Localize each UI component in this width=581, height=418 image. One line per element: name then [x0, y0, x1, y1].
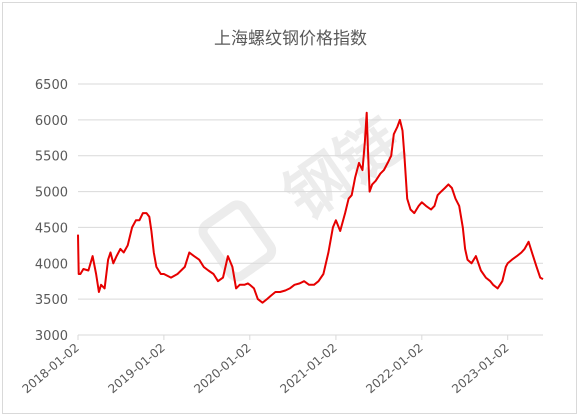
chart-frame: [2, 2, 577, 414]
x-tick-label: 2021-01-02: [277, 341, 339, 397]
y-tick-label: 4000: [35, 257, 68, 272]
y-tick-label: 6500: [35, 78, 68, 93]
y-tick-label: 4500: [35, 221, 68, 236]
x-tick-label: 2023-01-02: [449, 341, 511, 397]
y-tick-label: 5500: [35, 150, 68, 165]
y-tick-label: 3000: [35, 329, 68, 344]
x-tick-label: 2020-01-02: [191, 341, 253, 397]
steel-chain-logo-watermark: 钢链: [198, 103, 415, 282]
y-tick-label: 5000: [35, 186, 68, 201]
series-line: [77, 111, 544, 304]
y-tick-label: 3500: [35, 293, 68, 308]
x-tick-label: 2018-01-02: [19, 341, 81, 397]
watermark-text: 钢链: [271, 103, 414, 234]
chart-title: 上海螺纹钢价格指数: [214, 29, 367, 49]
x-tick-label: 2022-01-02: [363, 341, 425, 397]
x-tick-label: 2019-01-02: [105, 341, 167, 397]
y-tick-label: 6000: [35, 114, 68, 129]
